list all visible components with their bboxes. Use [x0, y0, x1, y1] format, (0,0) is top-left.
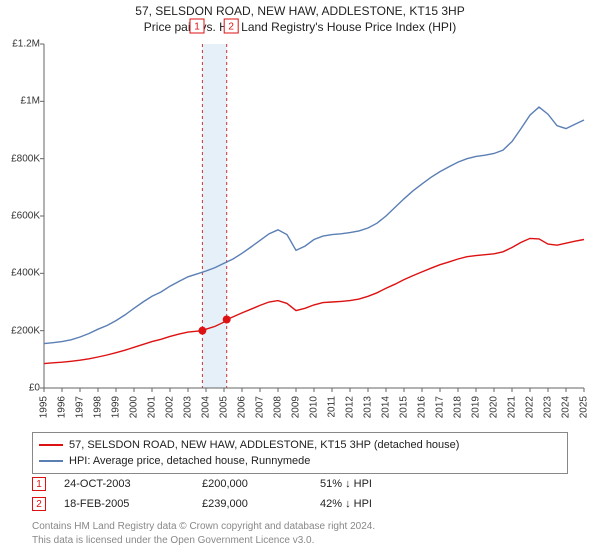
chart-plot-area: 12 [44, 44, 584, 388]
x-tick-label: 2019 [471, 396, 482, 418]
sale-pct-value: 42% [320, 498, 342, 510]
legend-label: 57, SELSDON ROAD, NEW HAW, ADDLESTONE, K… [69, 439, 459, 451]
x-tick-label: 2005 [219, 396, 230, 418]
footer-attribution: Contains HM Land Registry data © Crown c… [32, 520, 375, 547]
chart-container: 57, SELSDON ROAD, NEW HAW, ADDLESTONE, K… [0, 0, 600, 560]
svg-text:1: 1 [194, 22, 200, 33]
x-tick-label: 2003 [183, 396, 194, 418]
x-tick-label: 2009 [291, 396, 302, 418]
x-tick-label: 2014 [381, 396, 392, 418]
sale-pct: 51% ↓ HPI [320, 478, 390, 490]
x-tick-label: 1996 [57, 396, 68, 418]
arrow-down-icon: ↓ [345, 478, 351, 490]
sale-row: 2 18-FEB-2005 £239,000 42% ↓ HPI [32, 494, 568, 514]
sale-date: 24-OCT-2003 [64, 478, 184, 490]
legend-item: HPI: Average price, detached house, Runn… [39, 453, 561, 469]
footer-line: Contains HM Land Registry data © Crown c… [32, 520, 375, 534]
legend-item: 57, SELSDON ROAD, NEW HAW, ADDLESTONE, K… [39, 437, 561, 453]
x-tick-label: 1999 [111, 396, 122, 418]
x-tick-label: 2006 [237, 396, 248, 418]
sale-marker-icon: 1 [32, 477, 46, 491]
svg-text:2: 2 [228, 22, 234, 33]
x-tick-label: 2011 [327, 396, 338, 418]
chart-title: 57, SELSDON ROAD, NEW HAW, ADDLESTONE, K… [0, 4, 600, 18]
y-tick-label: £600K [11, 211, 40, 222]
x-tick-label: 2008 [273, 396, 284, 418]
legend-swatch [39, 460, 63, 462]
x-axis-labels: 1995199619971998199920002001200220032004… [44, 390, 584, 430]
x-tick-label: 2000 [129, 396, 140, 418]
y-tick-label: £400K [11, 268, 40, 279]
y-tick-label: £200K [11, 325, 40, 336]
y-tick-label: £800K [11, 153, 40, 164]
chart-subtitle: Price paid vs. HM Land Registry's House … [0, 20, 600, 34]
sale-price: £239,000 [202, 498, 302, 510]
sale-table: 1 24-OCT-2003 £200,000 51% ↓ HPI 2 18-FE… [32, 474, 568, 514]
x-tick-label: 2025 [579, 396, 590, 418]
titles: 57, SELSDON ROAD, NEW HAW, ADDLESTONE, K… [0, 0, 600, 34]
y-tick-label: £1M [21, 96, 40, 107]
x-tick-label: 2010 [309, 396, 320, 418]
sale-row: 1 24-OCT-2003 £200,000 51% ↓ HPI [32, 474, 568, 494]
x-tick-label: 2020 [489, 396, 500, 418]
arrow-down-icon: ↓ [345, 498, 351, 510]
x-tick-label: 1998 [93, 396, 104, 418]
y-axis-labels: £0£200K£400K£600K£800K£1M£1.2M [0, 44, 42, 388]
sale-vs-label: HPI [354, 498, 372, 510]
sale-date: 18-FEB-2005 [64, 498, 184, 510]
x-tick-label: 2021 [507, 396, 518, 418]
sale-marker-icon: 2 [32, 497, 46, 511]
legend: 57, SELSDON ROAD, NEW HAW, ADDLESTONE, K… [32, 432, 568, 474]
x-tick-label: 2023 [543, 396, 554, 418]
x-tick-label: 2004 [201, 396, 212, 418]
sale-vs-label: HPI [354, 478, 372, 490]
legend-swatch [39, 444, 63, 446]
x-tick-label: 2002 [165, 396, 176, 418]
x-tick-label: 2018 [453, 396, 464, 418]
sale-pct: 42% ↓ HPI [320, 498, 390, 510]
x-tick-label: 2024 [561, 396, 572, 418]
x-tick-label: 2013 [363, 396, 374, 418]
footer-line: This data is licensed under the Open Gov… [32, 534, 375, 548]
legend-label: HPI: Average price, detached house, Runn… [69, 455, 310, 467]
x-tick-label: 2017 [435, 396, 446, 418]
x-tick-label: 1997 [75, 396, 86, 418]
chart-svg: 12 [44, 44, 584, 388]
x-tick-label: 2015 [399, 396, 410, 418]
x-tick-label: 1995 [39, 396, 50, 418]
x-tick-label: 2007 [255, 396, 266, 418]
y-tick-label: £1.2M [12, 39, 40, 50]
sale-pct-value: 51% [320, 478, 342, 490]
sale-price: £200,000 [202, 478, 302, 490]
x-tick-label: 2001 [147, 396, 158, 418]
y-tick-label: £0 [29, 383, 40, 394]
x-tick-label: 2012 [345, 396, 356, 418]
x-tick-label: 2016 [417, 396, 428, 418]
x-tick-label: 2022 [525, 396, 536, 418]
